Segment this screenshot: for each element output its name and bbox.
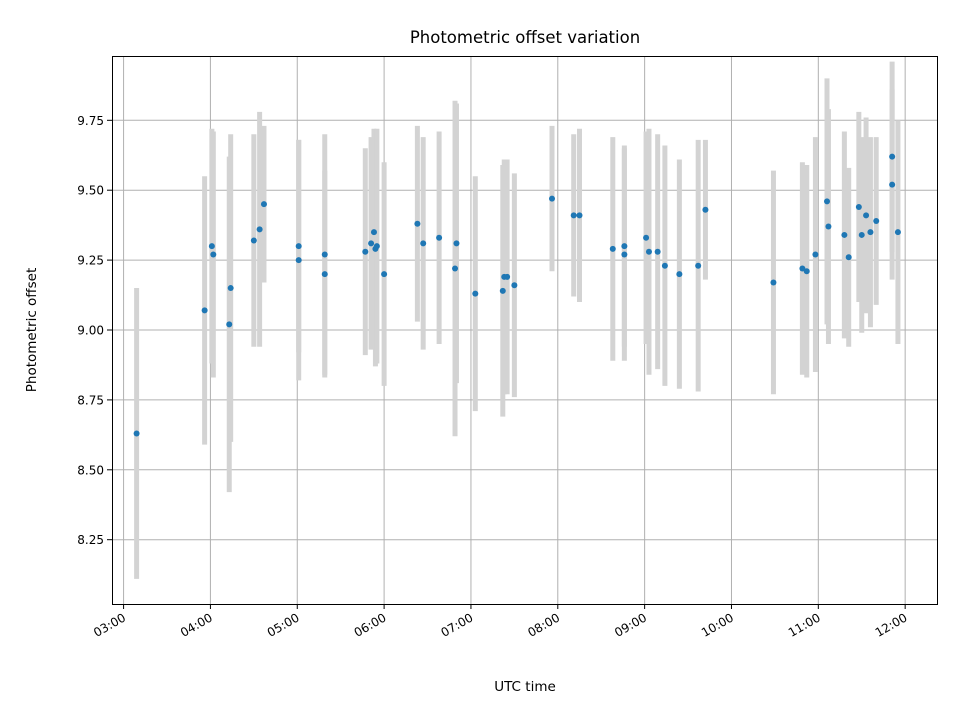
data-point (661, 262, 668, 269)
chart-title: Photometric offset variation (410, 28, 640, 47)
y-tick-label: 9.00 (77, 324, 104, 338)
data-point (812, 251, 819, 258)
data-point (452, 265, 459, 272)
data-point (549, 195, 555, 202)
data-point (453, 240, 460, 247)
data-point (210, 251, 217, 258)
data-point (381, 271, 388, 278)
data-point (858, 231, 865, 238)
data-point (894, 229, 901, 236)
data-point (799, 265, 806, 272)
y-axis-label: Photometric offset (24, 268, 40, 392)
data-point (695, 262, 702, 269)
data-point (654, 248, 661, 255)
data-point (321, 251, 328, 258)
data-point (576, 212, 583, 219)
data-point (841, 231, 848, 238)
data-point (645, 248, 652, 255)
y-tick-label: 8.50 (77, 463, 104, 477)
data-point (824, 198, 830, 205)
data-point (621, 243, 628, 250)
data-point (321, 271, 328, 278)
y-tick-label: 8.75 (77, 393, 104, 407)
data-point (570, 212, 577, 219)
data-point (643, 234, 650, 241)
y-tick-label: 9.25 (77, 254, 104, 268)
data-point (499, 287, 506, 294)
data-point (504, 273, 511, 280)
data-point (845, 254, 852, 261)
data-points (133, 153, 901, 437)
data-point (436, 234, 443, 241)
data-point (227, 285, 234, 292)
data-point (472, 290, 479, 297)
data-point (133, 430, 140, 437)
data-point (770, 279, 777, 286)
data-point (855, 203, 862, 210)
data-point (702, 206, 709, 213)
data-point (295, 243, 302, 250)
data-point (362, 248, 369, 255)
data-point (201, 307, 208, 314)
y-tick-label: 9.50 (77, 184, 104, 198)
data-point (208, 243, 215, 250)
data-point (414, 220, 421, 227)
data-point (863, 212, 870, 219)
data-point (511, 282, 518, 289)
data-point (621, 251, 628, 258)
data-point (250, 237, 257, 244)
data-point (373, 243, 380, 250)
data-point (676, 271, 683, 278)
data-point (889, 181, 896, 188)
data-point (260, 201, 267, 208)
plot-frame (112, 56, 938, 605)
data-point (370, 229, 377, 236)
x-axis-label: UTC time (494, 679, 556, 695)
data-point (295, 257, 302, 264)
data-point (803, 268, 810, 275)
y-tick-label: 8.25 (77, 533, 104, 547)
data-point (226, 321, 233, 328)
data-point (609, 245, 616, 252)
data-point (825, 223, 832, 230)
data-point (368, 240, 375, 247)
data-point (420, 240, 427, 247)
data-point (256, 226, 263, 233)
data-point (889, 153, 896, 160)
y-tick-label: 9.75 (77, 114, 104, 128)
data-point (867, 229, 874, 236)
data-point (873, 217, 880, 224)
